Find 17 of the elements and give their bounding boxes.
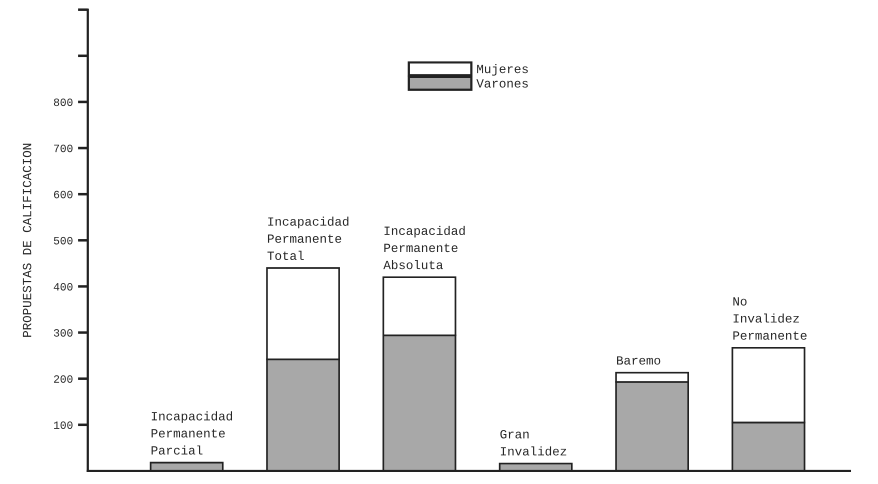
y-tick-label: 800 (54, 98, 73, 106)
x-tick-label: Incapacidad Permanente Total (267, 216, 348, 260)
x-tick-label: Incapacidad Permanente Parcial (152, 411, 232, 455)
legend-label: Varones (476, 79, 528, 88)
x-tick-label: Incapacidad Permanente Absoluta (383, 226, 465, 270)
y-tick-label: 200 (54, 375, 73, 383)
legend-label: Mujeres (477, 64, 528, 76)
y-tick-label: 300 (54, 329, 73, 337)
x-tick-label: Gran Invalidez (500, 430, 566, 456)
y-tick-label: 700 (54, 144, 73, 152)
y-tick-label: 500 (54, 236, 73, 244)
x-tick-label: No Invalidez Permanente (733, 297, 807, 340)
y-tick-label: 600 (54, 190, 73, 198)
y-tick-label: 400 (54, 283, 73, 291)
x-tick-label: Baremo (617, 356, 660, 365)
y-tick-label: 100 (54, 421, 73, 429)
y-axis-title: PROPUESTAS DE CALIFICACION (22, 144, 32, 337)
